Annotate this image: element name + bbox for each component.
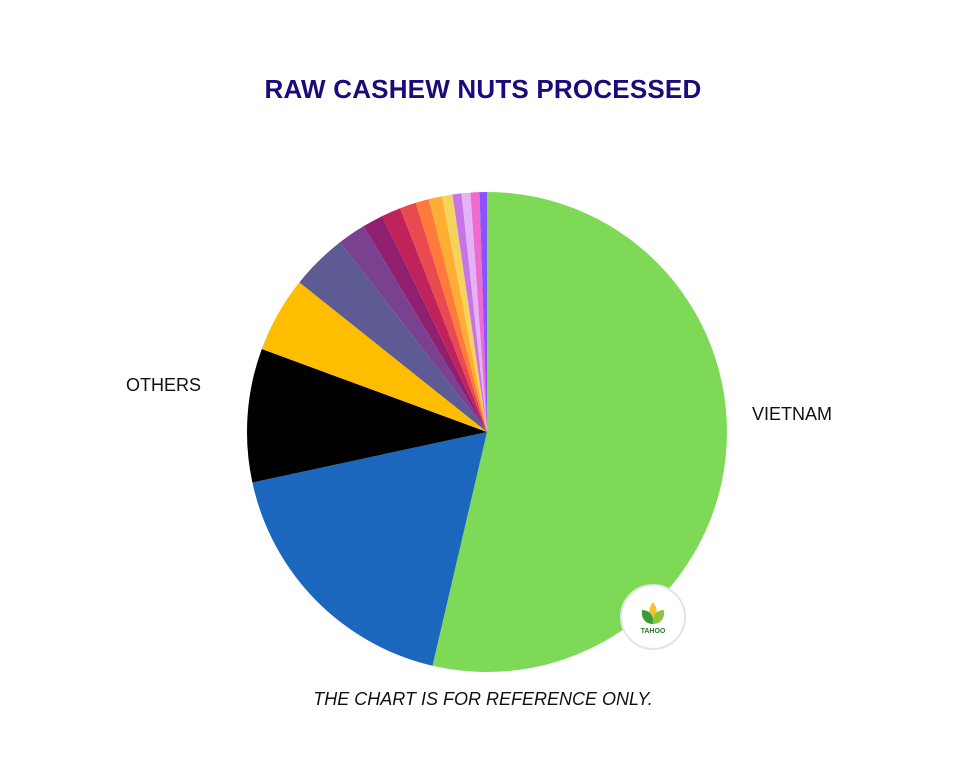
pie-slice-vietnam xyxy=(432,192,727,672)
pie-slice-13 xyxy=(461,192,487,432)
chart-footnote: THE CHART IS FOR REFERENCE ONLY. xyxy=(313,689,653,709)
pie-slice-others xyxy=(247,349,487,483)
pie-slice-11 xyxy=(442,194,487,432)
pie-slices xyxy=(247,192,727,672)
pie-slice-4 xyxy=(299,242,487,432)
pie-slice-12 xyxy=(452,193,487,432)
leaf-icon xyxy=(641,602,665,624)
pie-slice-6 xyxy=(363,216,487,432)
pie-slice-14 xyxy=(470,192,487,432)
pie-slice-5 xyxy=(340,226,487,432)
pie-slice-15 xyxy=(479,192,487,432)
pie-slice-8 xyxy=(400,202,487,432)
pie-slice-7 xyxy=(382,208,487,432)
label-others: OTHERS xyxy=(126,375,202,395)
pie-slice-3 xyxy=(261,282,487,432)
brand-logo: TAHOO xyxy=(620,584,686,650)
pie-slice-9 xyxy=(415,199,487,432)
chart-title: RAW CASHEW NUTS PROCESSED xyxy=(264,74,702,104)
label-vietnam: VIETNAM xyxy=(752,404,833,424)
pie-slice-1 xyxy=(252,432,487,666)
pie-slice-10 xyxy=(428,196,487,432)
logo-text: TAHOO xyxy=(640,628,666,635)
